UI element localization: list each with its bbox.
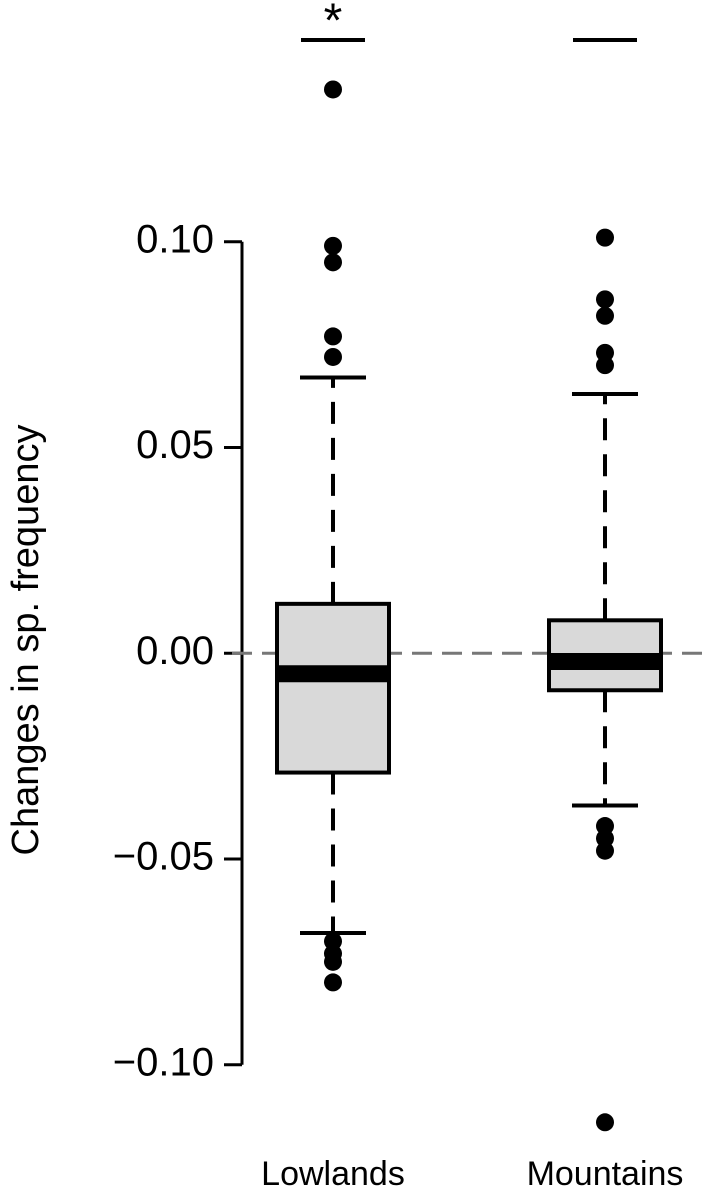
outlier xyxy=(596,817,614,836)
x-tick-label: Lowlands xyxy=(261,1155,405,1193)
y-tick-label: 0.10 xyxy=(136,217,214,261)
outlier xyxy=(324,952,342,971)
y-tick-label: 0.05 xyxy=(136,423,214,467)
significance-label: * xyxy=(324,0,343,48)
outlier xyxy=(596,306,614,325)
outlier xyxy=(324,327,342,346)
outlier xyxy=(324,253,342,272)
outlier xyxy=(596,1113,614,1132)
outlier xyxy=(596,343,614,362)
outlier xyxy=(324,80,342,99)
outlier xyxy=(596,829,614,848)
outlier xyxy=(596,290,614,309)
outlier xyxy=(324,932,342,951)
outlier xyxy=(324,973,342,992)
outlier xyxy=(596,841,614,860)
y-tick-label: −0.10 xyxy=(113,1040,214,1084)
outlier xyxy=(596,228,614,247)
y-tick-label: −0.05 xyxy=(113,835,214,879)
box xyxy=(275,601,391,775)
y-axis-title: Changes in sp. frequency xyxy=(5,425,47,856)
outlier xyxy=(324,236,342,255)
outlier xyxy=(596,356,614,375)
outlier xyxy=(324,347,342,366)
x-tick-label: Mountains xyxy=(527,1155,684,1193)
y-tick-label: 0.00 xyxy=(136,629,214,673)
